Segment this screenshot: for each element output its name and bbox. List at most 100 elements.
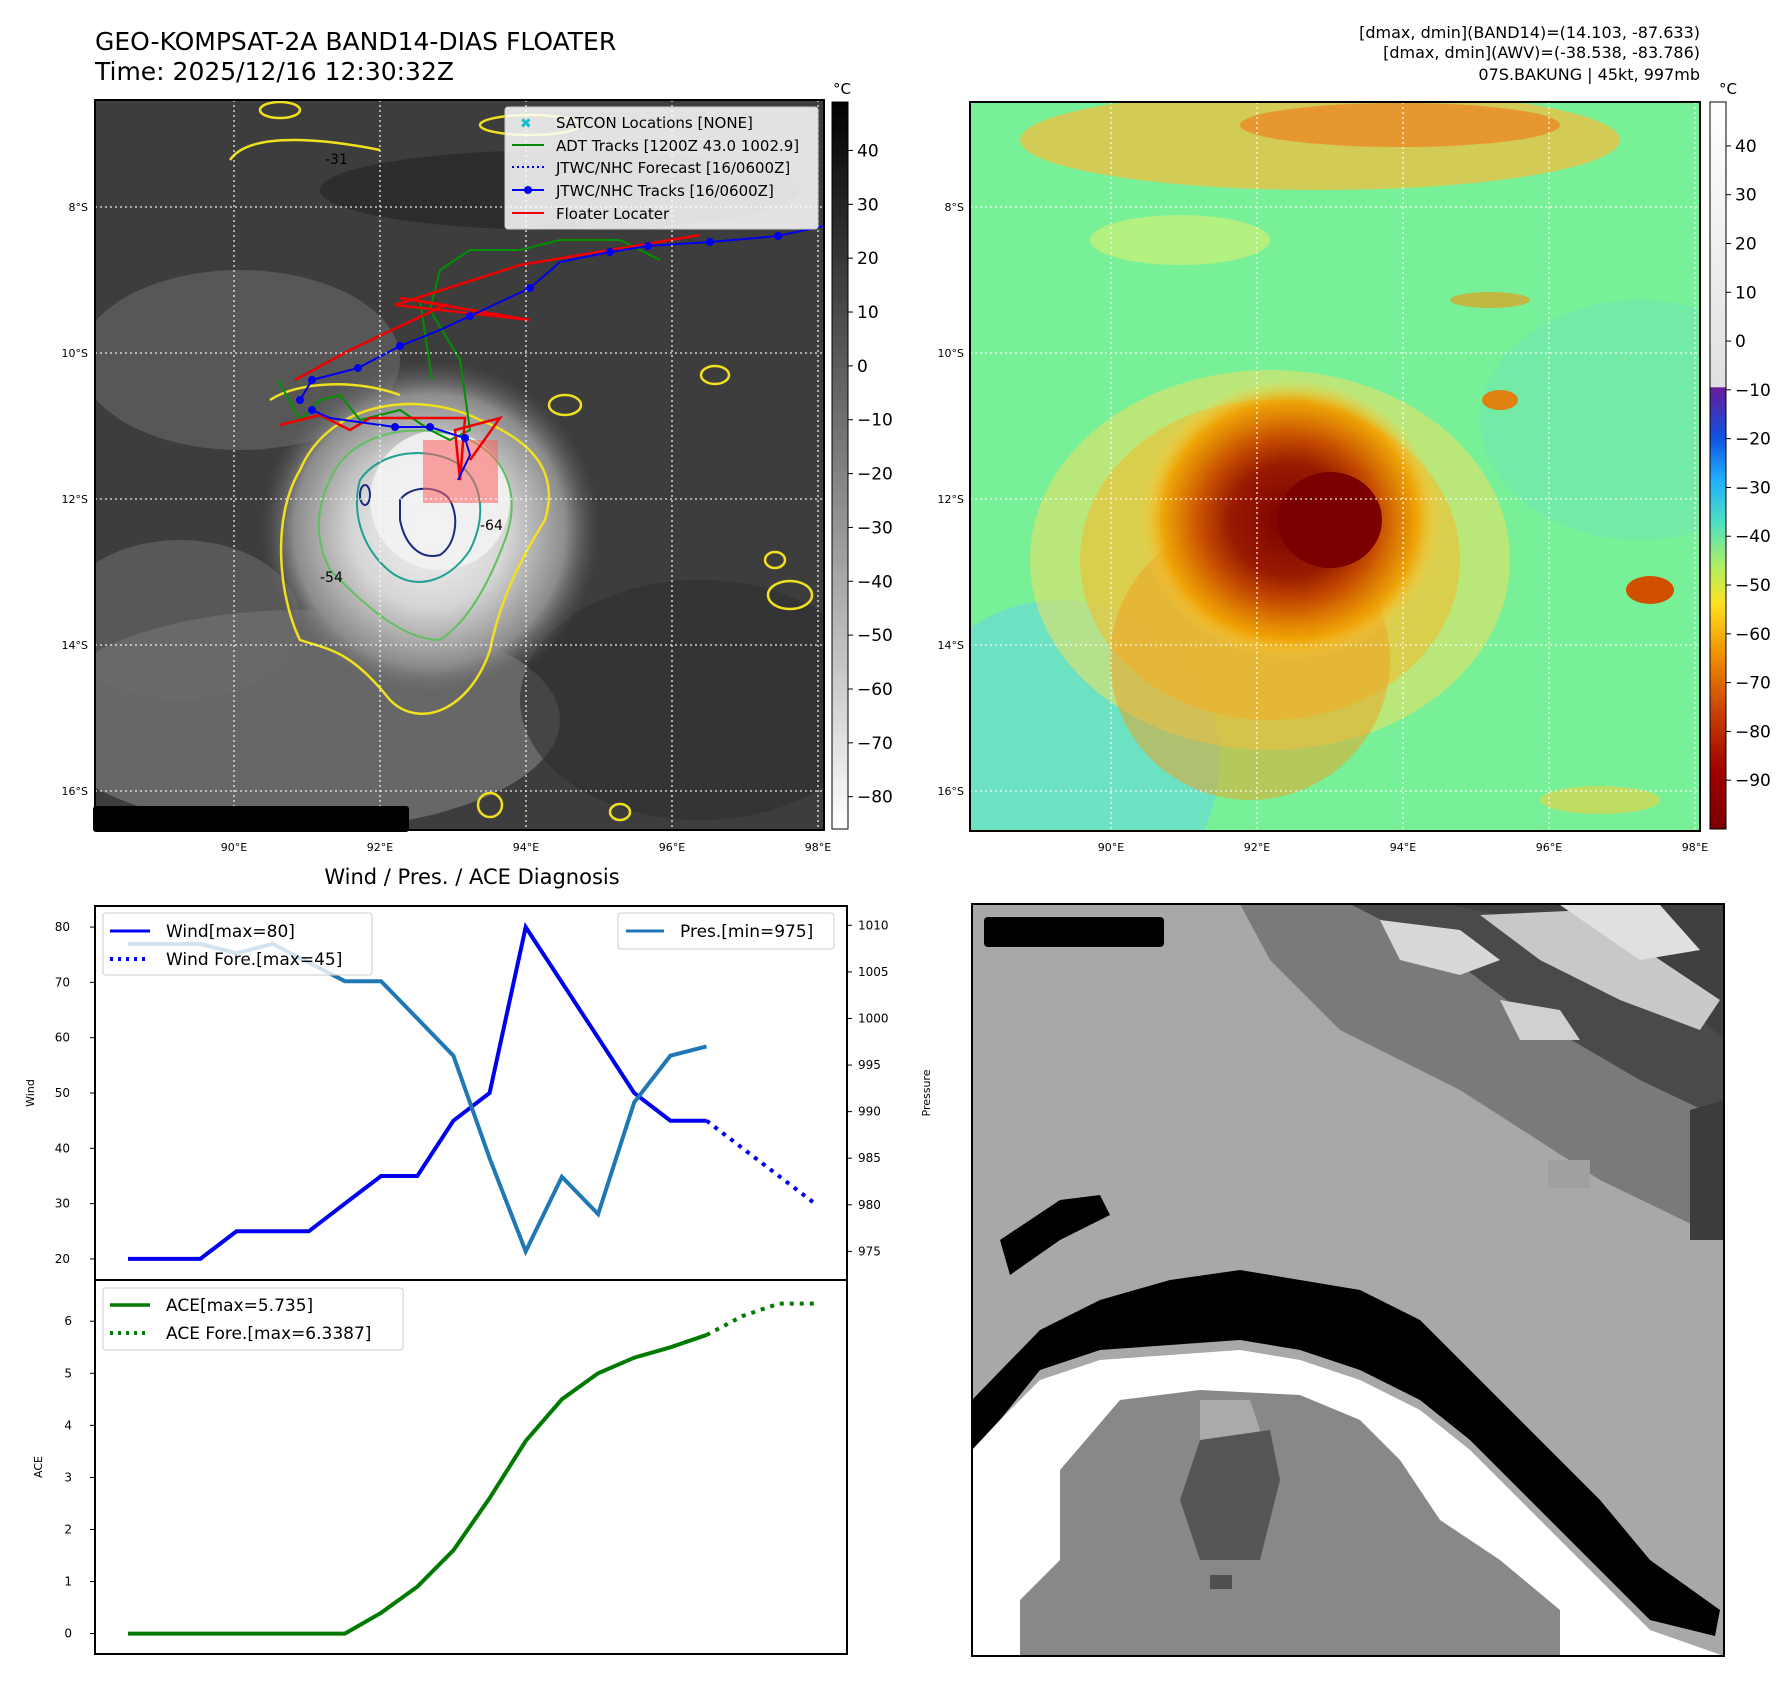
colorbar-tick-label: −80 (857, 788, 893, 808)
right-lon-labels: 90°E 92°E 94°E 96°E 98°E (1098, 841, 1708, 854)
lat-label: 12°S (62, 493, 88, 506)
lat-label: 14°S (62, 639, 88, 652)
y-tick-right-label: 975 (858, 1244, 881, 1258)
lat-label: 10°S (938, 347, 964, 360)
colorbar-tick-label: 40 (1735, 137, 1757, 157)
legend-tracks: JTWC/NHC Tracks [16/0600Z] (512, 182, 774, 200)
colorbar-tick-label: −70 (857, 734, 893, 754)
ace-chart: ACE 6 5 4 3 2 1 0 ACE[max=5.735] ACE Fore.[max… (32, 1279, 848, 1655)
legend-adt: ADT Tracks [1200Z 43.0 1002.9] (512, 137, 799, 155)
pressure-legend: Pres.[min=975] (617, 912, 835, 950)
y-tick-label: 6 (64, 1314, 72, 1328)
colorbar-tick-label: −50 (1735, 576, 1771, 596)
colorbar-tick-label: −10 (1735, 381, 1771, 401)
contour-label-31: -31 (325, 152, 348, 168)
figure-title: GEO-KOMPSAT-2A BAND14-DIAS FLOATER (95, 27, 616, 56)
legend-label-pressure: Pres.[min=975] (680, 922, 813, 942)
legend-floater: Floater Locater (512, 205, 670, 223)
colorbar-tick-label: 20 (1735, 234, 1757, 254)
lat-label: 14°S (938, 639, 964, 652)
left-lon-labels: 90°E 92°E 94°E 96°E 98°E (221, 841, 831, 854)
diagnosis-title: Wind / Pres. / ACE Diagnosis (324, 865, 619, 889)
stats-band14: [dmax, dmin](BAND14)=(14.103, -87.633) (1359, 23, 1700, 42)
y-tick-label: 70 (55, 975, 70, 989)
y-tick-right-label: 1010 (858, 918, 889, 932)
lat-label: 16°S (62, 785, 88, 798)
colorbar-tick-label: −20 (857, 465, 893, 485)
y-tick-right-label: 985 (858, 1151, 881, 1165)
y-tick-label: 1 (64, 1575, 72, 1589)
colorbar-tick-label: 10 (857, 303, 879, 323)
y-tick-label: 3 (64, 1470, 72, 1484)
y-tick-right-label: 980 (858, 1198, 881, 1212)
legend-label-forecast: JTWC/NHC Forecast [16/0600Z] (555, 159, 790, 177)
wind-pressure-chart: Wind Pressure 80 70 60 50 40 30 20 1010 1005 100… (24, 905, 933, 1281)
y-tick-right-label: 1000 (858, 1011, 889, 1025)
wmg-badge (984, 917, 1164, 947)
legend-label-adt: ADT Tracks [1200Z 43.0 1002.9] (556, 137, 799, 155)
copyright-badge (93, 806, 409, 832)
y-tick-label: 40 (55, 1141, 70, 1155)
color-colorbar-unit: °C (1719, 80, 1737, 98)
y-tick-label: 30 (55, 1197, 70, 1211)
colorbar-tick-label: 30 (857, 195, 879, 215)
lat-label: 8°S (69, 201, 88, 214)
wind-forecast-line (705, 1119, 817, 1206)
y-tick-right-label: 1005 (858, 965, 889, 979)
ace-axis-label: ACE (32, 1456, 45, 1478)
lon-label: 90°E (1098, 841, 1124, 854)
x-marker-icon: ✖ (520, 116, 532, 132)
wmg-count: WMG Count: 3 (992, 922, 1145, 944)
ace-legend: ACE[max=5.735] ACE Fore.[max=6.3387] (102, 1287, 404, 1351)
y-tick-label: 0 (64, 1627, 72, 1641)
lon-label: 96°E (659, 841, 685, 854)
lon-label: 96°E (1536, 841, 1562, 854)
colorbar-tick-label: 40 (857, 141, 879, 161)
lat-label: 10°S (62, 347, 88, 360)
y-tick-label: 80 (55, 920, 70, 934)
legend-label-wind: Wind[max=80] (166, 922, 295, 942)
colorbar-tick-label: −40 (857, 572, 893, 592)
y-tick-label: 60 (55, 1031, 70, 1045)
gray-colorbar-unit: °C (833, 80, 851, 98)
wind-line (128, 922, 707, 1261)
lon-label: 94°E (1390, 841, 1416, 854)
ace-line (128, 1333, 708, 1636)
color-colorbar: °C 40 30 20 10 0 −10 −20 −30 −40 −50 −60 −70 −80 −90 (1709, 80, 1771, 830)
y-tick-label: 5 (64, 1366, 72, 1380)
y-tick-right-label: 990 (858, 1105, 881, 1119)
legend-label-ace: ACE[max=5.735] (166, 1296, 313, 1316)
colorbar-tick-label: −90 (1735, 771, 1771, 791)
contour-label-54: -54 (320, 570, 343, 586)
stats-awv: [dmax, dmin](AWV)=(-38.538, -83.786) (1383, 43, 1700, 62)
legend-label-satcon: SATCON Locations [NONE] (556, 114, 753, 132)
legend-label-wind-forecast: Wind Fore.[max=45] (166, 950, 342, 970)
wind-axis-label: Wind (24, 1079, 37, 1107)
wind-legend: Wind[max=80] Wind Fore.[max=45] (102, 912, 373, 976)
gray-colorbar: °C 40 30 20 10 0 −10 −20 −30 −40 −50 −60 −70 −80 (831, 80, 893, 830)
lat-label: 12°S (938, 493, 964, 506)
colorbar-tick-label: −70 (1735, 674, 1771, 694)
colorbar-tick-label: −80 (1735, 722, 1771, 742)
y-tick-label: 2 (64, 1522, 72, 1536)
left-lat-labels: 8°S 10°S 12°S 14°S 16°S (62, 201, 88, 798)
colorbar-tick-label: −10 (857, 411, 893, 431)
lat-label: 8°S (945, 201, 964, 214)
y-tick-label: 4 (64, 1418, 72, 1432)
colorbar-tick-label: −40 (1735, 527, 1771, 547)
lat-label: 16°S (938, 785, 964, 798)
storm-info: 07S.BAKUNG | 45kt, 997mb (1478, 65, 1700, 84)
lon-label: 98°E (1682, 841, 1708, 854)
pressure-axis-label: Pressure (920, 1069, 933, 1116)
y-tick-label: 50 (55, 1086, 70, 1100)
colorbar-tick-label: −50 (857, 626, 893, 646)
map-legend: ✖ SATCON Locations [NONE] ADT Tracks [12… (504, 106, 819, 230)
legend-forecast: JTWC/NHC Forecast [16/0600Z] (512, 159, 790, 177)
ir-color-map (970, 102, 1700, 831)
lon-label: 92°E (1244, 841, 1270, 854)
legend-satcon: ✖ SATCON Locations [NONE] (520, 114, 753, 132)
colorbar-tick-label: −60 (857, 680, 893, 700)
colorbar-tick-label: 30 (1735, 186, 1757, 206)
colorbar-tick-label: −60 (1735, 625, 1771, 645)
